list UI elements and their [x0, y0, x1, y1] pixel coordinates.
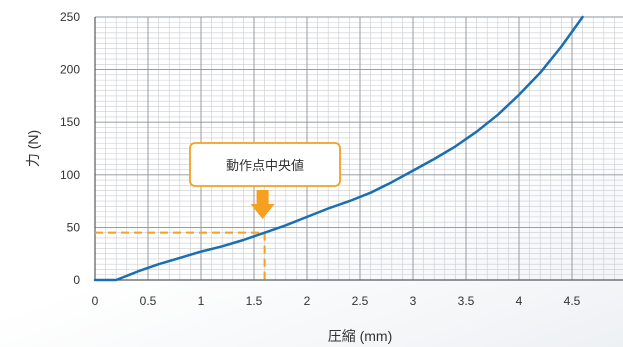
down-arrow-icon — [250, 190, 275, 219]
y-tick-labels: 0 50 100 150 200 250 — [60, 10, 80, 287]
axes — [94, 17, 623, 281]
x-tick-label: 0 — [92, 294, 99, 308]
operating-point-guides — [95, 231, 266, 280]
y-tick-label: 100 — [60, 168, 80, 182]
x-tick-label: 2 — [304, 294, 311, 308]
y-axis-title: 力 (N) — [25, 130, 41, 167]
y-tick-label: 250 — [60, 10, 80, 24]
y-tick-label: 0 — [73, 273, 80, 287]
x-tick-label: 1 — [198, 294, 205, 308]
force-curve-line — [93, 15, 584, 282]
x-tick-label: 0.5 — [140, 294, 157, 308]
x-axis-title: 圧縮 (mm) — [328, 328, 393, 344]
x-tick-label: 4.5 — [564, 294, 581, 308]
y-tick-label: 200 — [60, 63, 80, 77]
grid-minor — [94, 16, 623, 281]
x-tick-label: 3 — [410, 294, 417, 308]
x-tick-label: 1.5 — [246, 294, 263, 308]
callout-box — [189, 142, 341, 187]
x-tick-label: 3.5 — [458, 294, 475, 308]
x-tick-labels: 0 0.5 1 1.5 2 2.5 3 3.5 4 4.5 — [92, 294, 581, 308]
x-tick-label: 4 — [516, 294, 523, 308]
callout-label: 動作点中央値 — [226, 158, 304, 173]
y-tick-label: 50 — [67, 220, 81, 234]
x-tick-label: 2.5 — [352, 294, 369, 308]
operating-point-callout: 動作点中央値 — [189, 142, 341, 219]
y-tick-label: 150 — [60, 115, 80, 129]
series — [93, 15, 584, 282]
